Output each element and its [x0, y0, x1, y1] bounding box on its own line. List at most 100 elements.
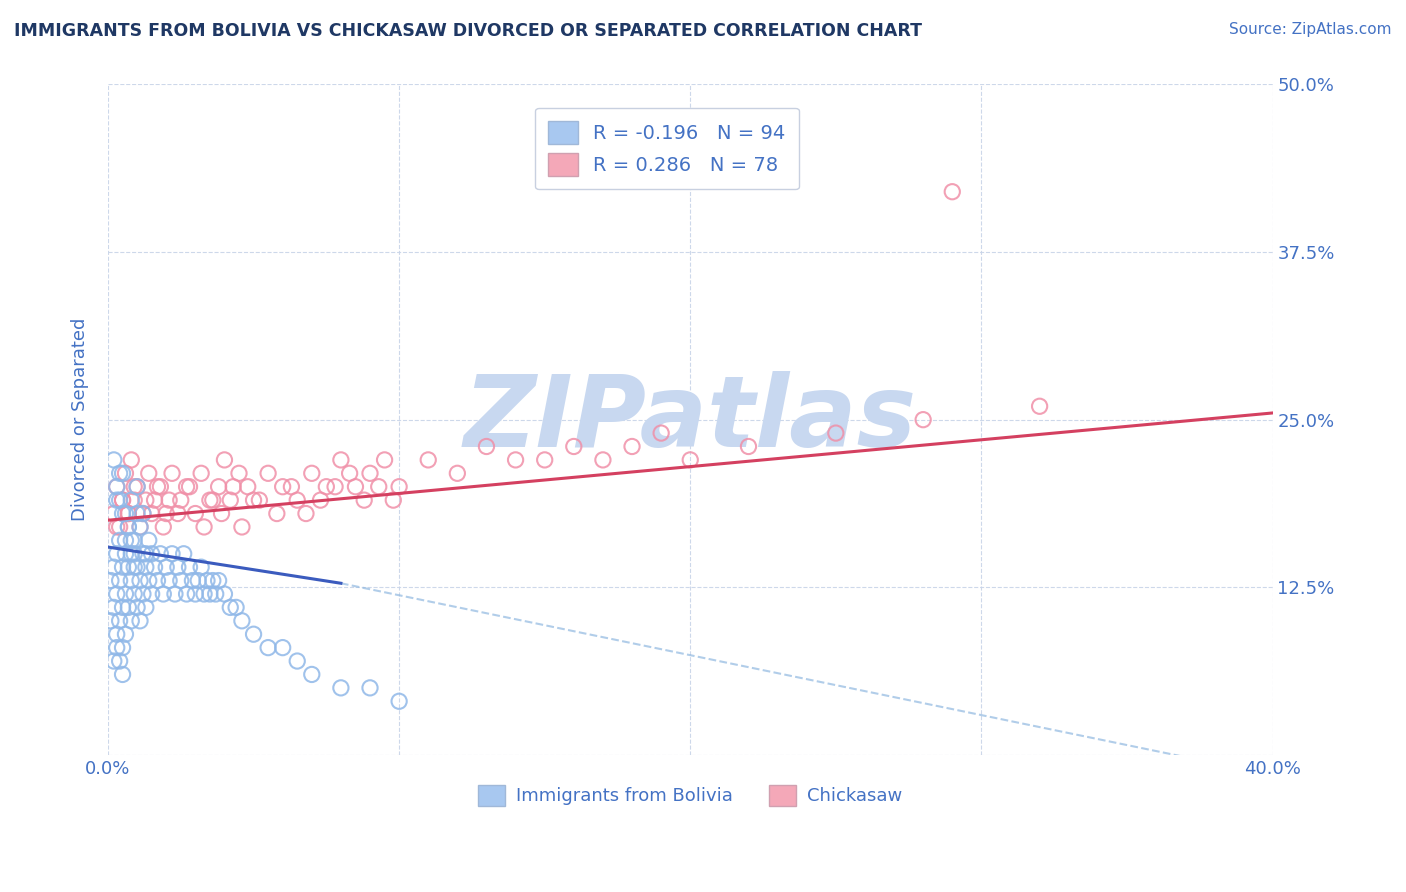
Text: IMMIGRANTS FROM BOLIVIA VS CHICKASAW DIVORCED OR SEPARATED CORRELATION CHART: IMMIGRANTS FROM BOLIVIA VS CHICKASAW DIV…: [14, 22, 922, 40]
Point: [129, 574, 152, 588]
Point: [367, 480, 389, 494]
Point: [108, 614, 131, 628]
Point: [129, 520, 152, 534]
Point: [315, 480, 337, 494]
Point: [132, 587, 155, 601]
Point: [111, 560, 134, 574]
Point: [329, 681, 352, 695]
Text: ZIPatlas: ZIPatlas: [464, 371, 917, 468]
Point: [388, 694, 411, 708]
Point: [111, 600, 134, 615]
Point: [309, 493, 332, 508]
Point: [100, 574, 122, 588]
Point: [117, 600, 139, 615]
Point: [271, 640, 294, 655]
Point: [160, 547, 183, 561]
Point: [103, 453, 125, 467]
Point: [105, 627, 128, 641]
Point: [173, 547, 195, 561]
Point: [193, 520, 215, 534]
Point: [132, 507, 155, 521]
Point: [157, 574, 180, 588]
Point: [152, 587, 174, 601]
Point: [143, 493, 166, 508]
Point: [533, 453, 555, 467]
Point: [149, 480, 172, 494]
Point: [141, 547, 163, 561]
Point: [120, 574, 142, 588]
Point: [285, 493, 308, 508]
Point: [211, 507, 233, 521]
Point: [138, 533, 160, 548]
Point: [446, 467, 468, 481]
Point: [114, 627, 136, 641]
Point: [679, 453, 702, 467]
Point: [152, 520, 174, 534]
Point: [295, 507, 318, 521]
Point: [301, 667, 323, 681]
Point: [120, 614, 142, 628]
Point: [114, 547, 136, 561]
Point: [219, 493, 242, 508]
Point: [132, 507, 155, 521]
Point: [114, 587, 136, 601]
Point: [103, 600, 125, 615]
Point: [179, 560, 201, 574]
Point: [167, 560, 190, 574]
Point: [120, 547, 142, 561]
Point: [108, 520, 131, 534]
Point: [184, 507, 207, 521]
Point: [198, 587, 221, 601]
Point: [184, 587, 207, 601]
Point: [122, 493, 145, 508]
Point: [160, 467, 183, 481]
Point: [141, 587, 163, 601]
Point: [190, 560, 212, 574]
Point: [114, 507, 136, 521]
Point: [127, 480, 149, 494]
Y-axis label: Divorced or Separated: Divorced or Separated: [72, 318, 89, 521]
Point: [344, 480, 367, 494]
Point: [198, 493, 221, 508]
Point: [120, 493, 142, 508]
Point: [271, 480, 294, 494]
Point: [117, 507, 139, 521]
Point: [195, 574, 218, 588]
Point: [111, 493, 134, 508]
Point: [204, 587, 226, 601]
Point: [117, 520, 139, 534]
Point: [231, 520, 253, 534]
Point: [117, 560, 139, 574]
Point: [127, 480, 149, 494]
Point: [329, 453, 352, 467]
Point: [135, 493, 157, 508]
Point: [167, 507, 190, 521]
Point: [737, 440, 759, 454]
Point: [105, 520, 128, 534]
Point: [562, 440, 585, 454]
Point: [105, 480, 128, 494]
Point: [1028, 399, 1050, 413]
Point: [824, 426, 846, 441]
Point: [359, 467, 381, 481]
Point: [120, 533, 142, 548]
Point: [179, 480, 201, 494]
Point: [236, 480, 259, 494]
Point: [132, 547, 155, 561]
Point: [505, 453, 527, 467]
Point: [149, 547, 172, 561]
Point: [257, 640, 280, 655]
Point: [120, 453, 142, 467]
Point: [117, 507, 139, 521]
Point: [222, 480, 245, 494]
Point: [122, 533, 145, 548]
Point: [170, 574, 193, 588]
Point: [231, 614, 253, 628]
Point: [621, 440, 644, 454]
Point: [103, 507, 125, 521]
Point: [135, 600, 157, 615]
Point: [135, 547, 157, 561]
Point: [111, 640, 134, 655]
Point: [247, 493, 270, 508]
Point: [214, 587, 236, 601]
